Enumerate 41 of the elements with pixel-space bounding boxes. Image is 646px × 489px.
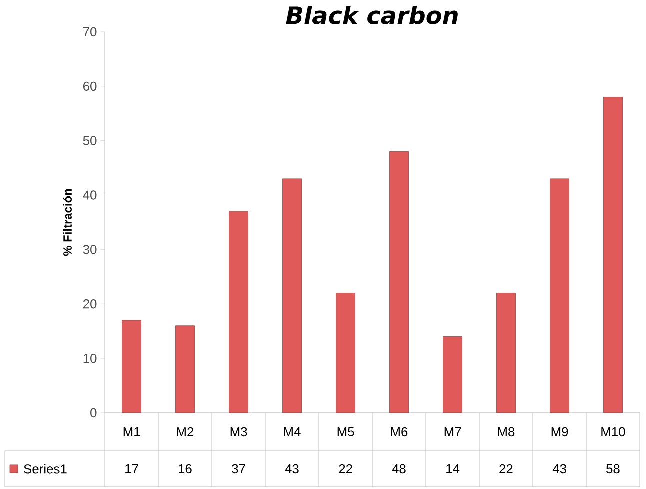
x-tick-label: M6 — [391, 427, 408, 437]
x-tick-label: M2 — [177, 427, 194, 437]
bar — [122, 320, 142, 413]
y-tick-label: 0 — [90, 408, 97, 418]
y-axis-title: % Filtración — [63, 189, 72, 256]
data-label: 37 — [232, 464, 246, 474]
data-label: 58 — [606, 464, 620, 474]
data-label: 22 — [339, 464, 352, 474]
x-tick-label: M10 — [602, 427, 626, 437]
data-label: 14 — [446, 464, 460, 474]
y-tick-label: 50 — [83, 136, 97, 146]
y-tick-label: 20 — [83, 300, 97, 309]
data-label: 43 — [552, 464, 566, 474]
data-label: 43 — [285, 464, 299, 474]
bar — [229, 211, 248, 413]
y-tick-label: 60 — [83, 82, 97, 91]
y-tick-label: 40 — [83, 190, 97, 200]
chart-title: Black carbon — [286, 6, 458, 24]
legend-label: Series1 — [24, 464, 67, 474]
x-tick-label: M9 — [552, 427, 568, 437]
bar — [550, 178, 570, 413]
data-label: 16 — [178, 464, 192, 474]
x-tick-label: M7 — [444, 428, 462, 436]
x-tick-label: M3 — [230, 427, 248, 437]
bar — [604, 97, 623, 413]
bar — [176, 326, 195, 413]
bar — [336, 293, 356, 413]
x-tick-label: M4 — [284, 428, 301, 436]
bar — [443, 336, 462, 413]
data-label: 48 — [392, 464, 406, 474]
bar — [282, 178, 302, 413]
data-label: 17 — [126, 464, 138, 474]
x-tick-label: M1 — [124, 428, 140, 436]
data-label: 22 — [500, 464, 513, 474]
y-tick-label: 70 — [84, 27, 97, 37]
bar — [496, 293, 516, 413]
y-tick-label: 30 — [83, 245, 97, 254]
x-tick-label: M8 — [498, 427, 515, 437]
x-tick-label: M5 — [338, 427, 354, 436]
bar — [390, 152, 409, 413]
y-tick-label: 10 — [84, 354, 97, 364]
